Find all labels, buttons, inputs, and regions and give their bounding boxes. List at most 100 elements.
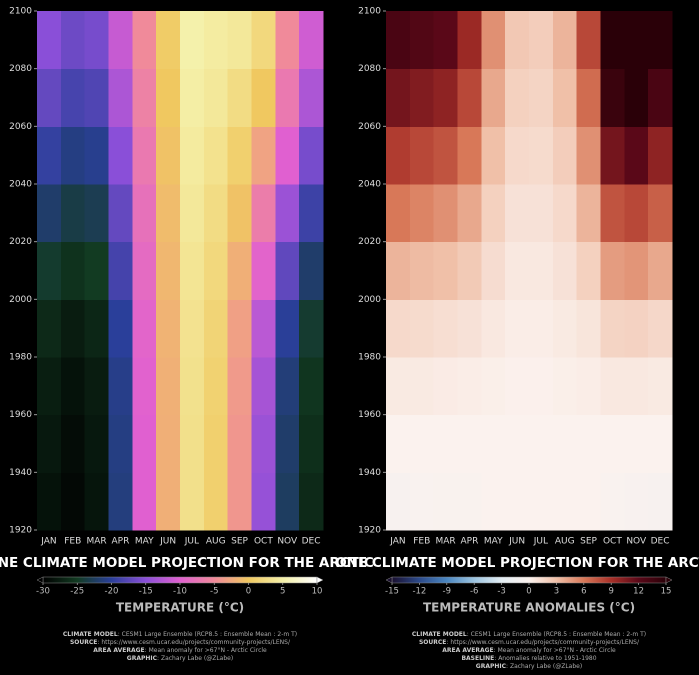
heatmap-cell (576, 472, 601, 531)
credit-line: SOURCE: https://www.cesm.ucar.edu/projec… (70, 639, 291, 646)
heatmap-cell (505, 472, 530, 531)
credit-text: : CESM1 Large Ensemble (RCP8.5 : Ensembl… (467, 631, 646, 638)
heatmap-cell (600, 472, 625, 531)
x-tick-label: SEP (231, 537, 248, 547)
heatmap-cell (37, 414, 62, 473)
heatmap-cell (457, 126, 482, 185)
heatmap-cell (108, 11, 133, 70)
heatmap-cell (203, 184, 229, 243)
heatmap-cell (156, 414, 181, 473)
credit-text: : Mean anomaly for >67°N - Arctic Circle (145, 647, 267, 654)
heatmap-cell (457, 414, 482, 473)
y-tick-label: 1940 (358, 468, 381, 478)
heatmap-cell (37, 11, 62, 70)
heatmap-cell (624, 184, 649, 243)
heatmap-cell (576, 414, 601, 473)
credit-label: AREA AVERAGE (442, 647, 493, 654)
y-tick-label: 1960 (9, 410, 32, 420)
heatmap-cell (108, 241, 133, 300)
heatmap-cell (552, 68, 578, 127)
heatmap-cell (60, 472, 86, 531)
credit-line: SOURCE: https://www.cesm.ucar.edu/projec… (419, 639, 640, 646)
heatmap-cell (227, 184, 252, 243)
heatmap-cell (600, 11, 625, 70)
heatmap-panel (386, 11, 673, 531)
colorbar-tick-label: 10 (312, 587, 323, 597)
heatmap-cell (108, 414, 133, 473)
heatmap-cell (648, 68, 673, 127)
heatmap-cell (37, 241, 62, 300)
colorbar-extend-high (665, 576, 673, 584)
heatmap-cell (648, 472, 673, 531)
heatmap-cell (505, 414, 530, 473)
heatmap-cell (37, 472, 62, 531)
heatmap-cell (552, 184, 578, 243)
heatmap-cell (227, 357, 252, 416)
heatmap-cell (275, 11, 300, 70)
heatmap-cell (299, 472, 324, 531)
y-tick-label: 2060 (9, 122, 32, 132)
heatmap-cell (386, 184, 411, 243)
x-tick-label: MAY (135, 537, 154, 547)
heatmap-cell (386, 472, 411, 531)
heatmap-cell (600, 184, 625, 243)
heatmap-cell (132, 241, 157, 300)
credit-label: AREA AVERAGE (93, 647, 144, 654)
heatmap-cell (251, 299, 276, 358)
heatmap-cell (433, 68, 458, 127)
x-tick-label: APR (460, 537, 478, 547)
y-tick-label: 2100 (9, 7, 32, 17)
colorbar-tick-label: -12 (412, 587, 426, 597)
heatmap-cell (457, 184, 482, 243)
heatmap-cell (576, 241, 601, 300)
colorbar-tick-label: 0 (526, 587, 531, 597)
heatmap-cell (409, 11, 435, 70)
heatmap-cell (409, 357, 435, 416)
x-tick-label: MAR (435, 537, 455, 547)
credit-text: : Zachary Labe (@ZLabe) (506, 663, 582, 670)
heatmap-cell (552, 299, 578, 358)
heatmap-cell (180, 414, 205, 473)
heatmap-cell (386, 241, 411, 300)
colorbar-tick-label: 0 (246, 587, 251, 597)
heatmap-cell (60, 11, 86, 70)
heatmap-cell (552, 241, 578, 300)
heatmap-cell (505, 68, 530, 127)
x-tick-label: OCT (254, 537, 273, 547)
heatmap-cell (132, 126, 157, 185)
x-tick-label: JUL (533, 537, 548, 547)
y-tick-label: 1940 (9, 468, 32, 478)
credit-label: SOURCE (419, 639, 446, 646)
x-tick-label: DEC (302, 537, 321, 547)
heatmap-cell (227, 299, 252, 358)
heatmap-cell (648, 357, 673, 416)
x-tick-label: SEP (580, 537, 597, 547)
x-tick-label: JUN (508, 537, 525, 547)
y-tick-label: 1920 (9, 526, 32, 536)
x-tick-label: OCT (603, 537, 622, 547)
heatmap-cell (386, 357, 411, 416)
heatmap-cell (84, 357, 109, 416)
heatmap-cell (505, 299, 530, 358)
colorbar-tick-label: -15 (385, 587, 399, 597)
heatmap-cell (180, 472, 205, 531)
heatmap-cell (552, 126, 578, 185)
y-tick-label: 1980 (9, 353, 32, 363)
heatmap-cell (275, 68, 300, 127)
heatmap-cell (552, 11, 578, 70)
heatmap-cell (227, 241, 252, 300)
heatmap-cell (648, 299, 673, 358)
y-tick-label: 2060 (358, 122, 381, 132)
heatmap-cell (648, 414, 673, 473)
x-tick-label: JAN (389, 537, 405, 547)
credit-line: GRAPHIC: Zachary Labe (@ZLabe) (476, 663, 582, 670)
heatmap-cell (275, 241, 300, 300)
heatmap-cell (227, 126, 252, 185)
heatmap-cell (529, 414, 554, 473)
colorbar-extend-low (385, 576, 393, 584)
heatmap-cell (529, 68, 554, 127)
heatmap-cell (433, 299, 458, 358)
colorbar-tick-label: 5 (280, 587, 285, 597)
heatmap-cell (203, 414, 229, 473)
credit-line: CLIMATE MODEL: CESM1 Large Ensemble (RCP… (63, 631, 297, 638)
